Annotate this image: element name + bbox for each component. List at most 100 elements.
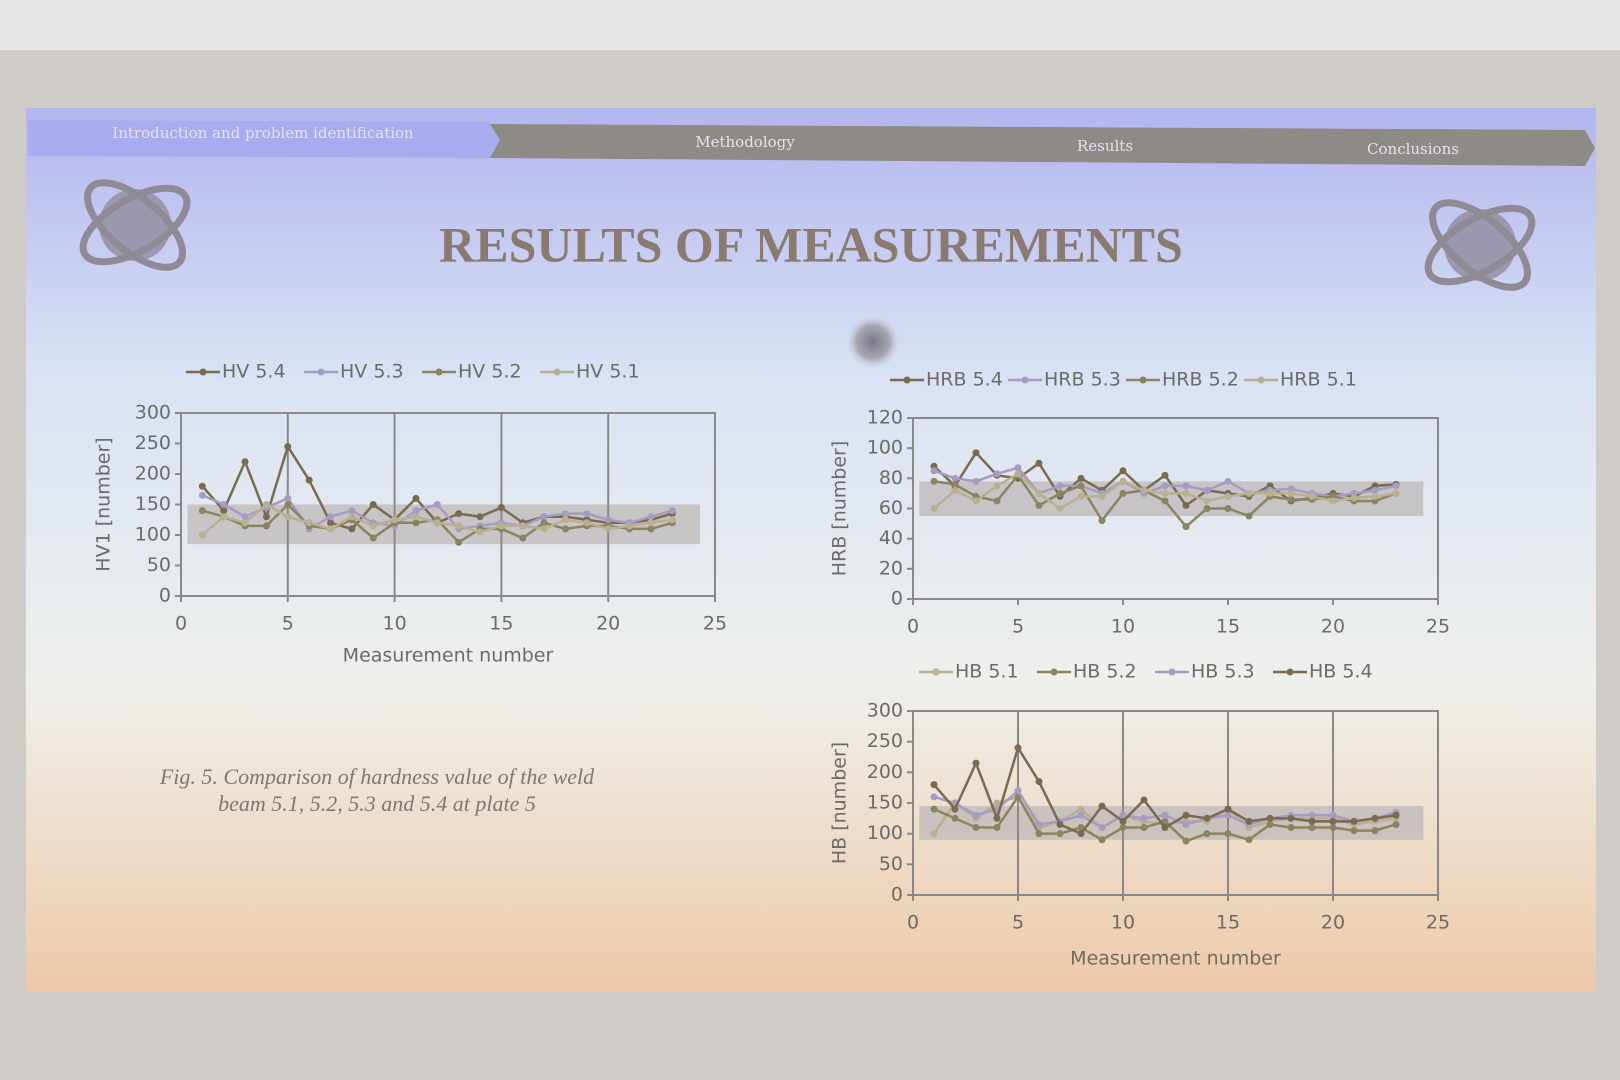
data-point [930,781,938,789]
data-point [369,534,377,542]
data-point [1224,477,1232,485]
data-point [1161,471,1169,479]
data-point [497,504,505,512]
data-point [1140,796,1148,804]
data-point [348,513,356,521]
data-point [433,519,441,527]
data-point [262,513,270,521]
data-point [1203,497,1211,505]
data-point [951,814,959,822]
legend-label: HRB 5.4 [926,369,1003,391]
data-point [604,525,612,533]
x-tick-label: 10 [1111,616,1135,638]
data-point [1182,820,1190,828]
data-point [1119,817,1127,825]
data-point [433,501,441,508]
data-point [1392,489,1400,497]
ceiling [0,0,1620,50]
legend-swatch [317,368,325,376]
legend-swatch [932,668,940,676]
data-point [262,501,270,508]
logo [1424,199,1536,291]
x-tick-label: 10 [383,613,407,635]
data-point [668,507,676,515]
data-point [647,519,655,527]
data-point [668,516,676,524]
data-point [930,477,938,485]
data-point [540,519,548,527]
data-point [1035,489,1043,497]
data-point [1308,811,1316,819]
data-point [647,525,655,533]
data-point [1161,489,1169,497]
y-tick-label: 150 [867,792,903,814]
data-point [1245,836,1253,844]
legend-label: HB 5.2 [1073,661,1137,683]
y-tick-label: 120 [867,407,903,429]
data-point [1224,811,1232,819]
data-point [1119,489,1127,497]
data-point [1182,811,1190,819]
x-tick-label: 0 [175,613,187,635]
nav-item[interactable]: Results [1077,137,1133,155]
x-tick-label: 20 [1321,616,1345,638]
data-point [1119,824,1127,832]
data-point [1182,523,1190,531]
data-point [1224,492,1232,500]
data-point [1266,489,1274,497]
data-point [284,501,292,508]
data-point [1371,827,1379,835]
data-point [412,519,420,527]
y-tick-label: 100 [867,437,903,459]
data-point [1035,820,1043,828]
data-point [1056,482,1064,490]
data-point [1308,824,1316,832]
data-point [561,525,569,533]
data-point [1371,486,1379,494]
legend-label: HB 5.4 [1309,661,1373,683]
data-point [284,443,292,451]
x-axis-label: Measurement number [343,645,554,667]
data-point [1224,805,1232,813]
light-spot [845,314,901,370]
data-point [220,513,228,521]
data-point [1287,814,1295,822]
y-tick-label: 0 [891,588,903,610]
data-point [993,814,1001,822]
data-point [412,494,420,502]
data-point [1077,482,1085,490]
slide-title: RESULTS OF MEASUREMENTS [439,216,1183,272]
data-point [1161,497,1169,505]
data-point [1287,824,1295,832]
data-point [626,522,634,530]
data-point [1014,787,1022,795]
data-point [1140,814,1148,822]
nav-item[interactable]: Conclusions [1367,140,1459,158]
data-point [930,793,938,801]
legend-swatch [435,368,443,376]
legend-label: HV 5.1 [576,361,640,383]
nav-item[interactable]: Methodology [695,133,795,151]
x-tick-label: 25 [1426,912,1450,934]
data-point [1161,482,1169,490]
data-point [1329,811,1337,819]
y-tick-label: 20 [879,557,903,579]
data-point [1287,489,1295,497]
data-point [972,497,980,505]
data-point [305,476,313,484]
legend-swatch [199,368,207,376]
data-point [540,525,548,533]
data-point [305,519,313,527]
data-point [540,513,548,521]
data-point [1224,505,1232,512]
legend-label: HRB 5.3 [1044,369,1121,391]
data-point [972,477,980,485]
data-point [993,799,1001,807]
data-point [1308,492,1316,500]
y-tick-label: 0 [891,884,903,906]
y-tick-label: 300 [867,700,903,722]
data-point [993,824,1001,832]
nav-item[interactable]: Introduction and problem identification [112,124,414,142]
